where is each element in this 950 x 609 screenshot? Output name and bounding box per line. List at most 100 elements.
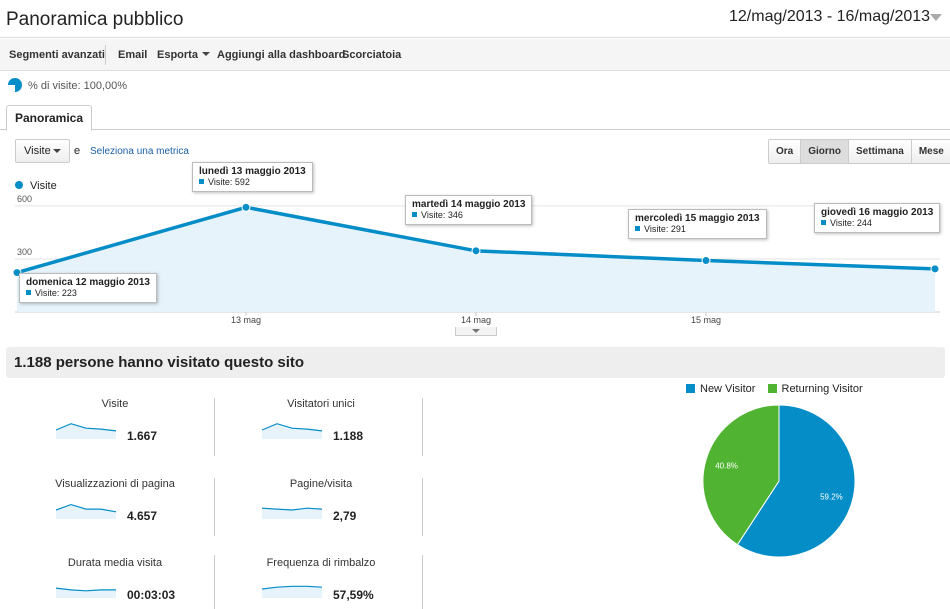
granularity-week-button[interactable]: Settimana: [849, 140, 912, 163]
sparkline-line: [261, 423, 323, 432]
metric-label: Visualizzazioni di pagina: [55, 478, 175, 490]
data-label-value: Visite: 592: [199, 177, 250, 187]
report-header: Panoramica pubblico 12/mag/2013 - 16/mag…: [0, 0, 950, 38]
metric-label: Pagine/visita: [289, 478, 353, 490]
sparkline-area: [262, 423, 322, 439]
toolbar: Segmenti avanzati Email Esporta Aggiungi…: [0, 39, 950, 71]
tab-overview[interactable]: Panoramica: [6, 105, 93, 131]
chevron-down-icon: [201, 52, 210, 56]
pie-segment-icon: [8, 78, 22, 92]
metric-divider: [422, 478, 423, 536]
sparkline: [55, 423, 117, 439]
chevron-down-icon: [53, 149, 61, 153]
data-point[interactable]: [701, 256, 711, 266]
summary-bar: 1.188 persone hanno visitato questo sito: [6, 347, 945, 378]
date-range-label: 12/mag/2013 - 16/mag/2013: [729, 8, 931, 25]
data-label-value: Visite: 346: [412, 210, 463, 220]
metric-card[interactable]: Visualizzazioni di pagina 4.657: [15, 478, 215, 548]
metric-value: 4.657: [127, 509, 158, 523]
tab-bar: Panoramica: [0, 105, 950, 131]
pie-slice[interactable]: [736, 404, 856, 558]
data-label-value: Visite: 223: [26, 288, 77, 298]
chart-legend: Visite: [15, 180, 57, 192]
metric-divider: [422, 398, 423, 456]
segment-indicator: % di visite: 100,00%: [8, 78, 127, 92]
chart-resize-handle[interactable]: [455, 327, 497, 336]
legend-dot-icon: [15, 181, 23, 189]
pie-legend-label: New Visitor: [700, 383, 756, 395]
metric-select[interactable]: Visite: [15, 139, 70, 163]
data-label: lunedì 13 maggio 2013 Visite: 592: [192, 162, 313, 192]
metric-divider: [422, 555, 423, 609]
metric-value: 57,59%: [333, 588, 374, 602]
advanced-segments-button[interactable]: Segmenti avanzati: [9, 49, 105, 61]
metric-value: 1.667: [127, 429, 158, 443]
sparkline: [55, 587, 116, 598]
data-label: domenica 12 maggio 2013 Visite: 223: [19, 273, 157, 303]
x-tick-label: 14 mag: [461, 315, 491, 325]
pie-legend-returning: Returning Visitor: [767, 383, 863, 395]
data-label-date: martedì 14 maggio 2013: [412, 199, 526, 210]
sparkline: [261, 585, 323, 598]
sparkline-line: [55, 423, 117, 432]
pie-legend-label: Returning Visitor: [781, 383, 863, 395]
granularity-hour-button[interactable]: Ora: [769, 140, 802, 163]
select-metric-link[interactable]: Seleziona una metrica: [90, 146, 189, 157]
export-label: Esporta: [157, 49, 198, 61]
metric-select-value: Visite: [24, 145, 51, 157]
metric-card[interactable]: Visite 1.667: [15, 398, 215, 468]
page-title: Panoramica pubblico: [6, 9, 184, 30]
shortcut-button[interactable]: Scorciatoia: [342, 49, 402, 61]
pie-slice[interactable]: [702, 404, 780, 546]
metric-label: Visite: [101, 398, 129, 410]
chevron-down-icon: [930, 14, 942, 21]
metric-divider: [214, 398, 215, 456]
metric-divider: [214, 478, 215, 536]
pie-legend-new: New Visitor: [686, 383, 755, 395]
granularity-day-button[interactable]: Giorno: [801, 140, 850, 163]
summary-title: 1.188 persone hanno visitato questo sito: [14, 354, 305, 371]
toolbar-divider: [105, 45, 106, 65]
granularity-month-button[interactable]: Mese: [911, 140, 950, 163]
data-point[interactable]: [930, 264, 940, 274]
data-label: martedì 14 maggio 2013 Visite: 346: [405, 195, 533, 225]
export-button[interactable]: Esporta: [157, 49, 210, 61]
sparkline-line: [55, 503, 117, 513]
y-tick-label: 300: [17, 247, 32, 257]
sparkline-area: [56, 588, 116, 598]
sparkline-line: [55, 587, 116, 592]
metric-card[interactable]: Frequenza di rimbalzo 57,59%: [221, 557, 421, 609]
pie-legend: New Visitor Returning Visitor: [686, 383, 872, 395]
pie-slice-label: 40.8%: [715, 461, 738, 470]
metric-card[interactable]: Visitatori unici 1.188: [221, 398, 421, 468]
metric-card[interactable]: Durata media visita 00:03:03: [15, 557, 215, 609]
sparkline: [55, 503, 117, 519]
sparkline-area: [262, 508, 322, 519]
data-point[interactable]: [241, 202, 251, 212]
data-point[interactable]: [471, 246, 481, 256]
data-label-value: Visite: 244: [821, 218, 872, 228]
pie-slice-label: 59.2%: [820, 493, 843, 502]
date-range-picker[interactable]: 12/mag/2013 - 16/mag/2013: [723, 3, 947, 31]
segment-label: % di visite: 100,00%: [28, 80, 128, 92]
add-to-dashboard-button[interactable]: Aggiungi alla dashboard: [217, 49, 346, 61]
sparkline-line: [261, 507, 323, 511]
visits-chart: 600 300 13 mag 14 mag 15 mag: [12, 194, 940, 325]
email-button[interactable]: Email: [118, 49, 148, 61]
metric-card[interactable]: Pagine/visita 2,79: [221, 478, 421, 548]
metric-label: Durata media visita: [67, 557, 163, 569]
sparkline: [261, 507, 323, 519]
sparkline-line: [261, 585, 323, 590]
y-tick-label: 600: [17, 194, 32, 204]
data-label-date: domenica 12 maggio 2013: [26, 277, 150, 288]
metric-value: 00:03:03: [127, 588, 176, 602]
swatch-icon: [686, 384, 695, 393]
series-area: [17, 207, 935, 312]
sparkline-area: [56, 504, 116, 519]
metric-value: 2,79: [333, 509, 357, 523]
legend-label: Visite: [30, 180, 57, 192]
data-label-date: mercoledì 15 maggio 2013: [635, 213, 760, 224]
data-label-date: giovedì 16 maggio 2013: [821, 207, 934, 218]
data-label-value: Visite: 291: [635, 224, 686, 234]
data-label-date: lunedì 13 maggio 2013: [199, 166, 306, 177]
